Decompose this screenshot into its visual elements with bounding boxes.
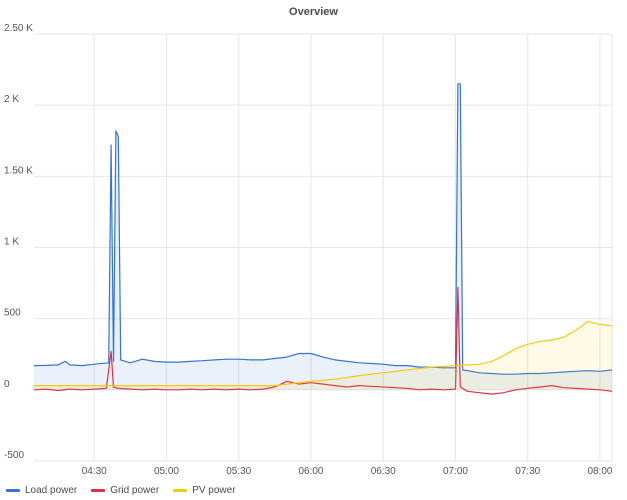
x-tick-label: 07:30 <box>515 466 540 477</box>
legend-label: PV power <box>192 484 236 496</box>
x-tick-label: 06:30 <box>371 466 396 477</box>
y-tick-label: 500 <box>4 308 21 319</box>
y-tick-label: 0 <box>4 379 10 390</box>
y-tick-label: 2.50 K <box>4 23 33 34</box>
series-line-pv-power <box>34 320 613 387</box>
grid-layer <box>34 33 613 462</box>
legend-item-grid-power[interactable]: Grid power <box>91 485 159 496</box>
x-tick-label: 07:00 <box>443 466 468 477</box>
y-tick-label: 2 K <box>4 94 19 105</box>
legend-label: Load power <box>25 484 78 496</box>
legend-swatch <box>6 488 20 492</box>
series-line-load-power <box>33 83 613 375</box>
x-tick-label: 05:30 <box>226 466 251 477</box>
legend: Load power Grid power PV power <box>6 482 236 498</box>
legend-swatch <box>91 488 106 492</box>
y-tick-label: 1.50 K <box>4 165 33 176</box>
y-axis-ticks: 2.50 K 2 K 1.50 K 1 K 500 0 -500 <box>4 23 33 461</box>
legend-item-load-power[interactable]: Load power <box>6 485 77 496</box>
x-tick-label: 06:00 <box>298 466 323 477</box>
series-area-pv-power <box>34 321 612 390</box>
legend-label: Grid power <box>110 484 160 496</box>
chart-title: Overview <box>289 6 338 18</box>
x-tick-label: 08:00 <box>587 466 612 477</box>
x-axis-ticks: 04:30 05:00 05:30 06:00 06:30 07:00 07:30 08:00 <box>82 466 613 477</box>
y-tick-label: 1 K <box>4 237 19 248</box>
legend-item-pv-power[interactable]: PV power <box>173 484 236 496</box>
series-layer <box>33 83 613 395</box>
x-tick-label: 05:00 <box>154 466 179 477</box>
y-tick-label: -500 <box>4 450 24 461</box>
series-line-grid-power <box>33 286 613 395</box>
legend-swatch <box>173 488 188 492</box>
x-tick-label: 04:30 <box>82 466 107 477</box>
